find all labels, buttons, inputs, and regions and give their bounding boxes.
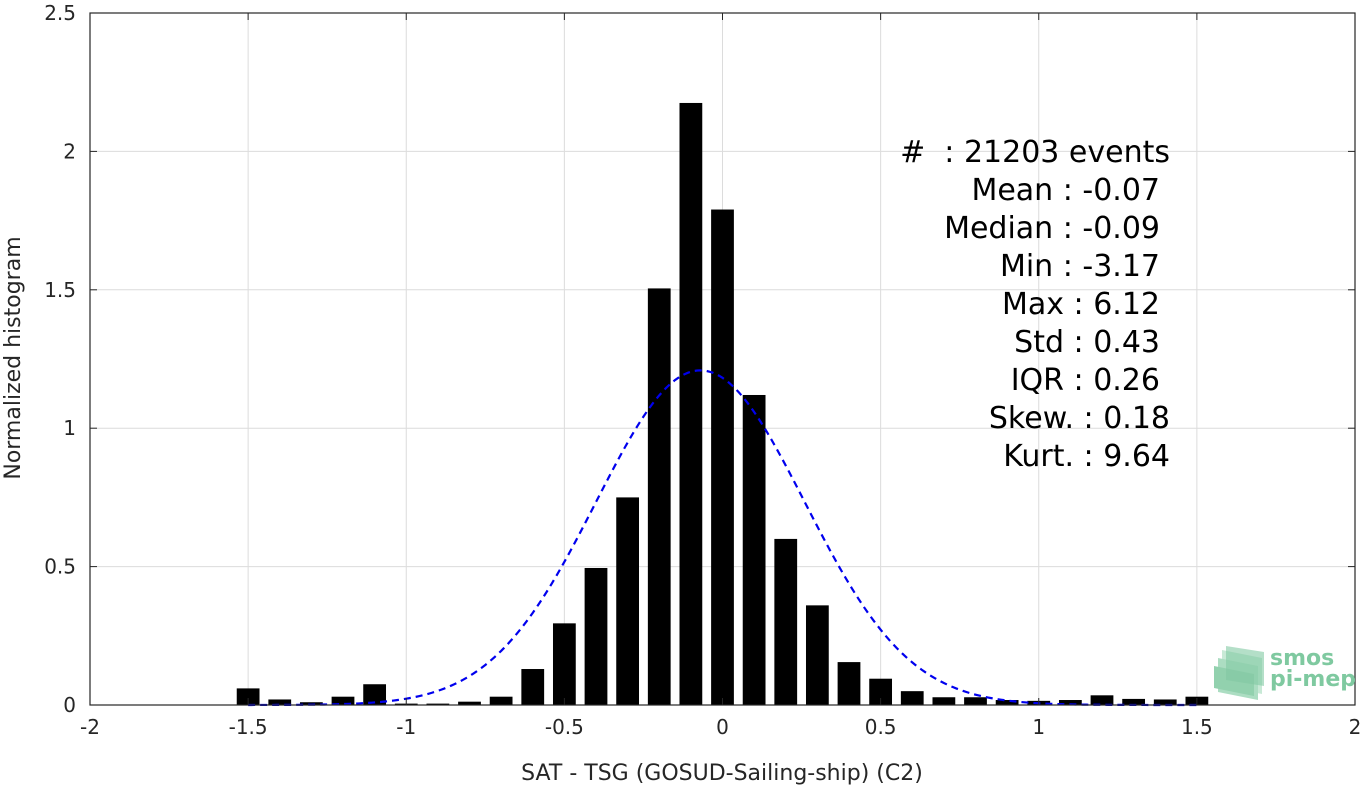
y-tick-label: 0	[63, 693, 76, 717]
histogram-bar	[774, 538, 798, 705]
histogram-bar	[1058, 700, 1082, 705]
histogram-bar	[647, 288, 671, 705]
histogram-bar	[426, 703, 450, 705]
y-tick-label: 1.5	[44, 278, 76, 302]
histogram-bar	[742, 394, 766, 705]
statistic-line: Max : 6.12	[1002, 287, 1160, 322]
statistic-line: Median : -0.09	[944, 211, 1160, 246]
histogram-bar	[932, 697, 956, 705]
x-tick-label: -2	[80, 715, 100, 739]
histogram-bar	[616, 497, 640, 705]
histogram-bar	[964, 697, 987, 705]
histogram-bar	[521, 669, 545, 705]
y-tick-label: 2	[63, 139, 76, 163]
histogram-bar	[552, 623, 576, 705]
histogram-bar	[1090, 695, 1114, 705]
x-axis-label: SAT - TSG (GOSUD-Sailing-ship) (C2)	[521, 761, 923, 786]
histogram-bar	[1153, 699, 1177, 705]
x-tick-label: 0.5	[865, 715, 897, 739]
histogram-bar	[363, 684, 387, 705]
y-tick-label: 0.5	[44, 555, 76, 579]
logo-text-pimep: pi-mep	[1270, 667, 1356, 692]
y-axis-ticks: 0 0.5 1 1.5 2 2.5	[44, 1, 1355, 717]
histogram-bar	[869, 678, 893, 705]
y-tick-label: 1	[63, 416, 76, 440]
histogram-bar	[805, 605, 829, 705]
statistic-line: Mean : -0.07	[971, 173, 1160, 208]
histogram-bar	[489, 696, 513, 705]
x-tick-label: 0	[716, 715, 729, 739]
histogram-bar	[268, 699, 292, 705]
x-tick-label: -0.5	[545, 715, 584, 739]
x-tick-label: 2	[1349, 715, 1362, 739]
logo-mark-icon	[1214, 646, 1264, 700]
x-axis-ticks: -2 -1.5 -1 -0.5 0 0.5 1 1.5 2	[80, 13, 1361, 739]
statistic-line: # : 21203 events	[900, 135, 1170, 170]
statistic-line: Min : -3.17	[1000, 249, 1160, 284]
histogram-bar	[837, 662, 861, 705]
histogram-bars	[236, 102, 1209, 705]
y-axis-label: Normalized histogram	[1, 236, 26, 479]
statistic-line: IQR : 0.26	[1011, 363, 1160, 398]
x-tick-label: -1	[396, 715, 416, 739]
histogram-bar	[679, 102, 703, 705]
smos-pimep-logo: smos pi-mep	[1214, 646, 1356, 700]
x-tick-label: 1	[1032, 715, 1045, 739]
logo-text-smos: smos	[1270, 646, 1334, 671]
histogram-bar	[711, 209, 734, 705]
statistic-line: Skew. : 0.18	[989, 401, 1170, 436]
x-tick-label: 1.5	[1181, 715, 1213, 739]
y-tick-label: 2.5	[44, 1, 76, 25]
statistic-line: Std : 0.43	[1014, 325, 1160, 360]
histogram-bar	[995, 700, 1019, 705]
histogram-bar	[458, 701, 481, 705]
histogram-bar	[236, 688, 260, 705]
histogram-bar	[331, 696, 355, 705]
histogram-bar	[584, 567, 608, 705]
x-tick-label: -1.5	[229, 715, 268, 739]
histogram-bar	[900, 691, 924, 705]
statistic-line: Kurt. : 9.64	[1003, 439, 1170, 474]
histogram-bar	[1122, 698, 1146, 705]
